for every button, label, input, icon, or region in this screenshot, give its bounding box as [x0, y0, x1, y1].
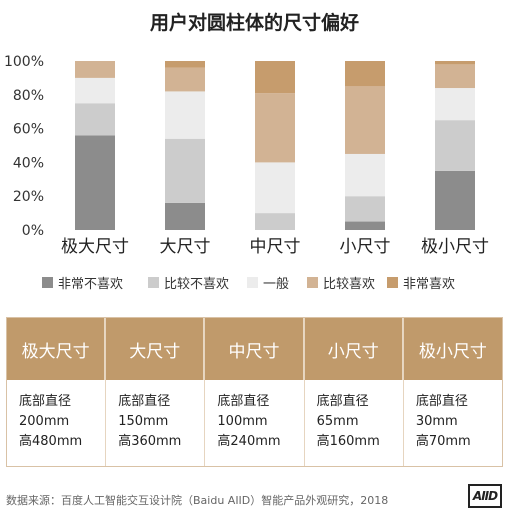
legend-label: 比较喜欢	[323, 277, 375, 292]
size-column-4: 极小尺寸 底部直径 30mm 高70mm	[403, 318, 503, 466]
bar-segment	[165, 91, 205, 139]
bar-segment	[345, 86, 385, 154]
x-category-label: 极大尺寸	[61, 237, 129, 257]
y-tick-label: 0%	[22, 223, 44, 239]
diameter-label: 底部直径	[19, 394, 72, 409]
y-tick-label: 60%	[13, 122, 44, 138]
height-value: 高240mm	[217, 434, 281, 449]
bar-segment	[75, 103, 115, 136]
legend-label: 非常喜欢	[403, 277, 455, 292]
bar-segment	[255, 61, 295, 94]
stacked-bar-chart: 0% 20% 40% 60% 80% 100% 极大尺寸 大尺寸 中尺寸 小尺寸 极小尺寸非常不喜欢…	[4, 54, 489, 292]
bar-segment	[75, 135, 115, 230]
legend-label: 非常不喜欢	[58, 277, 123, 292]
diameter-value: 200mm	[19, 414, 70, 429]
x-category-label: 中尺寸	[250, 237, 301, 257]
bar-segment	[435, 64, 475, 89]
x-category-label: 小尺寸	[340, 237, 391, 257]
bar-segment	[165, 138, 205, 203]
y-tick-label: 100%	[4, 54, 44, 70]
bar-segment	[75, 77, 115, 104]
bar-segment	[165, 67, 205, 92]
size-spec-table: 极大尺寸 底部直径 200mm 高480mm 大尺寸 底部直径 150mm 高3…	[6, 317, 503, 467]
legend-swatch	[307, 277, 318, 288]
size-column-1: 大尺寸 底部直径 150mm 高360mm	[106, 318, 206, 466]
chart-title: 用户对圆柱体的尺寸偏好	[149, 12, 359, 34]
bar-segment	[255, 213, 295, 230]
data-source-note: 数据来源：百度人工智能交互设计院（Baidu AIID）智能产品外观研究，201…	[6, 494, 389, 507]
legend-swatch	[387, 277, 398, 288]
bar-segment	[345, 153, 385, 197]
bar-segment	[75, 61, 115, 78]
height-value: 高160mm	[316, 434, 380, 449]
diameter-value: 30mm	[415, 414, 458, 429]
size-column-0: 极大尺寸 底部直径 200mm 高480mm	[7, 318, 107, 466]
diameter-value: 150mm	[118, 414, 169, 429]
bar-segment	[165, 202, 205, 230]
size-column-body: 底部直径 65mm 高160mm	[305, 380, 403, 466]
size-column-header: 中尺寸	[205, 318, 304, 380]
bar-segment	[165, 61, 205, 68]
legend-swatch	[247, 277, 258, 288]
diameter-label: 底部直径	[217, 394, 270, 409]
diameter-label: 底部直径	[415, 394, 468, 409]
size-column-body: 底部直径 100mm 高240mm	[205, 380, 303, 466]
size-column-3: 小尺寸 底部直径 65mm 高160mm	[304, 318, 404, 466]
height-value: 高480mm	[19, 434, 83, 449]
size-column-body: 底部直径 200mm 高480mm	[7, 380, 105, 466]
x-category-label: 极小尺寸	[421, 237, 489, 257]
bar-segment	[345, 221, 385, 230]
diameter-value: 100mm	[217, 414, 268, 429]
bar-segment	[255, 93, 295, 163]
legend-swatch	[42, 277, 53, 288]
y-tick-label: 20%	[13, 189, 44, 205]
x-category-label: 大尺寸	[160, 237, 211, 257]
size-column-body: 底部直径 30mm 高70mm	[404, 380, 502, 466]
size-column-body: 底部直径 150mm 高360mm	[106, 380, 204, 466]
diameter-label: 底部直径	[118, 394, 171, 409]
legend-label: 一般	[263, 276, 289, 292]
y-tick-label: 40%	[13, 155, 44, 171]
size-column-header: 极小尺寸	[403, 318, 503, 380]
bar-segment	[255, 162, 295, 214]
height-value: 高70mm	[415, 434, 471, 449]
diameter-value: 65mm	[316, 414, 359, 429]
height-value: 高360mm	[118, 434, 182, 449]
aiid-logo: AIID	[468, 484, 502, 508]
size-column-header: 大尺寸	[106, 318, 205, 380]
bar-segment	[345, 61, 385, 87]
size-column-2: 中尺寸 底部直径 100mm 高240mm	[205, 318, 305, 466]
diameter-label: 底部直径	[316, 394, 369, 409]
bar-segment	[345, 196, 385, 222]
size-column-header: 小尺寸	[304, 318, 403, 380]
bar-segment	[435, 170, 475, 230]
bar-segment	[435, 88, 475, 121]
legend-swatch	[148, 277, 159, 288]
size-column-header: 极大尺寸	[7, 318, 106, 380]
y-tick-label: 80%	[13, 88, 44, 104]
legend-label: 比较不喜欢	[164, 277, 229, 292]
bar-segment	[435, 120, 475, 171]
bar-segment	[435, 61, 475, 65]
